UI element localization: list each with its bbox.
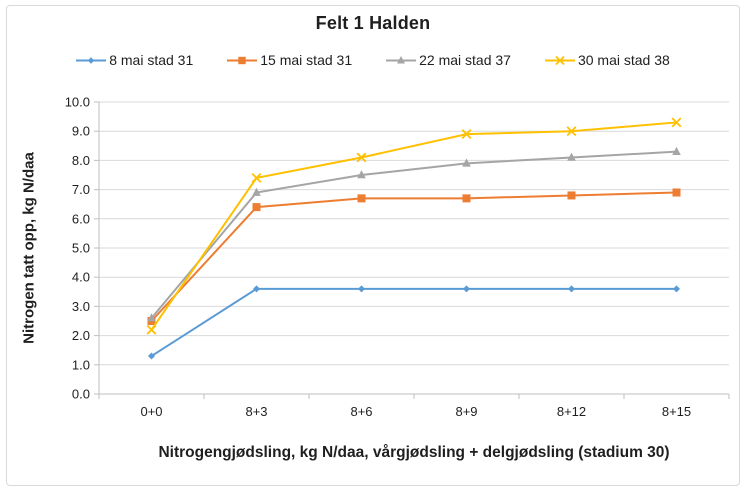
triangle-marker-icon [462,158,471,167]
series-8-mai-stad-31 [148,285,680,360]
triangle-marker-icon [672,146,681,155]
diamond-marker-icon [88,56,95,64]
legend-marker-triangle-icon [386,55,417,63]
square-marker-icon [238,56,246,64]
x-tick-label: 8+15 [662,404,691,419]
chart-title: Felt 1 Halden [315,13,431,33]
series-line [150,287,677,357]
x-marker-icon [251,172,262,183]
y-tick-label: 4.0 [72,270,90,285]
diamond-marker-icon [673,285,680,293]
x-tick-label: 8+6 [350,404,372,419]
x-axis-title: Nitrogengjødsling, kg N/daa, vårgjødslin… [158,444,670,461]
chart-legend: 8 mai stad 31 15 mai stad 31 22 mai stad 3… [0,52,746,68]
series-22-mai-stad-37 [147,146,681,322]
legend-marker-x-icon [544,55,575,65]
x-marker-icon [461,129,472,140]
diamond-marker-icon [148,352,155,360]
x-tick-label: 0+0 [140,404,162,419]
y-tick-label: 5.0 [72,241,90,256]
legend-item: 8 mai stad 31 [76,52,193,68]
y-tick-label: 0.0 [72,387,90,402]
y-tick-label: 10.0 [65,95,90,110]
series-line [150,191,677,322]
legend-label: 22 mai stad 37 [419,52,511,68]
x-marker-icon [555,55,565,65]
legend-label: 30 mai stad 38 [577,52,670,68]
legend-label: 8 mai stad 31 [109,52,194,68]
y-tick-label: 3.0 [72,299,90,314]
diamond-marker-icon [463,285,470,293]
square-marker-icon [462,194,471,203]
legend-item: 30 mai stad 38 [544,52,670,68]
x-marker-icon [566,126,577,137]
diamond-marker-icon [568,285,575,293]
x-tick-label: 8+3 [245,404,267,419]
x-marker-icon [671,117,682,128]
legend-item: 22 mai stad 37 [386,52,511,68]
series-15-mai-stad-31 [147,188,681,325]
legend-label: 15 mai stad 31 [260,52,353,68]
x-tick-label: 8+9 [455,404,477,419]
legend-marker-diamond-icon [76,56,107,64]
diamond-marker-icon [253,285,260,293]
square-marker-icon [252,203,261,212]
y-axis-title: Nitrogen tatt opp, kg N/daa [20,152,38,344]
y-tick-label: 2.0 [72,328,90,343]
triangle-marker-icon [357,170,366,179]
x-marker-icon [146,324,157,335]
y-tick-label: 7.0 [72,182,90,197]
y-tick-label: 6.0 [72,211,90,226]
y-tick-label: 8.0 [72,153,90,168]
legend-item: 15 mai stad 31 [227,52,352,68]
series-line [150,150,677,319]
square-marker-icon [672,188,681,197]
chart-frame [6,5,740,486]
x-tick-label: 8+12 [557,404,586,419]
y-tick-label: 9.0 [72,124,90,139]
square-marker-icon [357,194,366,203]
triangle-marker-icon [567,152,576,161]
series-line [150,121,677,331]
legend-marker-square-icon [227,56,258,64]
x-marker-icon [356,152,367,163]
series-30-mai-stad-38 [146,117,682,335]
triangle-marker-icon [147,313,156,322]
triangle-marker-icon [397,55,406,63]
square-marker-icon [567,191,576,200]
diamond-marker-icon [358,285,365,293]
triangle-marker-icon [252,187,261,196]
y-tick-label: 1.0 [72,357,90,372]
